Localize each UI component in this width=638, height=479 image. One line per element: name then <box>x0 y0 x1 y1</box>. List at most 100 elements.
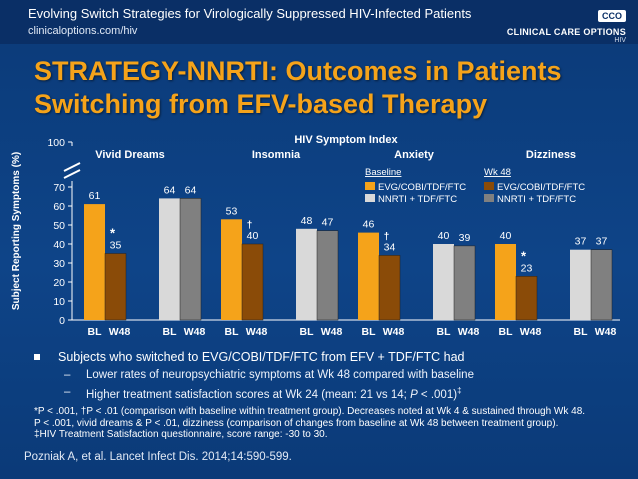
data-label: 37 <box>575 236 587 248</box>
data-label: 39 <box>459 232 471 244</box>
data-label: 40 <box>247 230 259 242</box>
header-title: Evolving Switch Strategies for Virologic… <box>28 6 472 21</box>
bar-evg-w48 <box>515 276 538 321</box>
legend-baseline-evg-swatch <box>365 182 375 190</box>
significance-marker: * <box>521 248 527 263</box>
significance-marker: † <box>384 231 390 242</box>
bar-nnrti-bl <box>296 228 317 320</box>
x-tick-label: W48 <box>595 326 617 338</box>
bar-evg-w48 <box>241 243 264 321</box>
x-tick-label: W48 <box>458 326 480 338</box>
data-label: 40 <box>438 230 450 242</box>
y-tick-label: 70 <box>53 182 65 194</box>
data-label: 47 <box>322 217 334 229</box>
bar-evg-w48 <box>378 255 401 321</box>
footnote-line3: ‡HIV Treatment Satisfaction questionnair… <box>34 429 328 440</box>
x-tick-label: BL <box>362 326 377 338</box>
data-label: 35 <box>110 240 122 252</box>
bar-nnrti-bl <box>570 249 591 320</box>
bar-nnrti-bl <box>433 244 454 320</box>
data-label: 23 <box>521 262 533 274</box>
data-label: 34 <box>384 241 396 253</box>
y-tick-label: 10 <box>53 296 65 308</box>
axis-break-mark <box>63 169 81 179</box>
data-label: 61 <box>89 190 101 202</box>
bar-evg-bl <box>495 244 516 320</box>
x-tick-label: BL <box>574 326 589 338</box>
legend-wk48-nnrti: NNRTI + TDF/FTC <box>497 194 576 205</box>
slide-title: STRATEGY-NNRTI: Outcomes in Patients Swi… <box>34 55 562 121</box>
bar-evg-bl <box>221 219 242 320</box>
x-tick-label: BL <box>88 326 103 338</box>
dash-icon: – <box>64 386 71 398</box>
bar-evg-bl <box>84 204 105 320</box>
bullet-main: Subjects who switched to EVG/COBI/TDF/FT… <box>30 350 630 364</box>
bar-evg-bl <box>358 232 379 320</box>
x-tick-label: BL <box>225 326 240 338</box>
header-bar: Evolving Switch Strategies for Virologic… <box>0 0 638 44</box>
footnote-line1: *P < .001, †P < .01 (comparison with bas… <box>34 406 586 417</box>
x-tick-label: BL <box>163 326 178 338</box>
x-tick-label: W48 <box>109 326 131 338</box>
x-tick-label: W48 <box>184 326 206 338</box>
slide-title-line2: Switching from EFV-based Therapy <box>34 89 488 119</box>
header-url[interactable]: clinicaloptions.com/hiv <box>28 25 138 37</box>
significance-marker: * <box>110 226 116 241</box>
group-label-dizziness: Dizziness <box>526 149 576 161</box>
bar-nnrti-w48 <box>179 198 202 321</box>
x-tick-label: BL <box>437 326 452 338</box>
bar-nnrti-w48 <box>590 249 613 321</box>
bullet-sub-2: – Higher treatment satisfaction scores at… <box>64 386 462 401</box>
bar-nnrti-bl <box>159 198 180 320</box>
bar-nnrti-w48 <box>453 245 476 321</box>
logo-sub: HIV <box>614 37 626 44</box>
chart-title: HIV Symptom Index <box>294 134 398 146</box>
x-tick-label: W48 <box>246 326 268 338</box>
logo-mark: CCO <box>598 10 626 22</box>
y-tick-label: 60 <box>53 201 65 213</box>
legend-heading-wk48: Wk 48 <box>484 167 511 178</box>
data-label: 64 <box>185 184 197 196</box>
group-label-anxiety: Anxiety <box>394 149 435 161</box>
data-label: 40 <box>500 230 512 242</box>
footnotes: *P < .001, †P < .01 (comparison with bas… <box>34 406 634 441</box>
y-tick-label: 100 <box>47 137 65 149</box>
bar-nnrti-w48 <box>316 230 339 321</box>
y-tick-label: 0 <box>59 315 65 327</box>
legend-baseline-nnrti-swatch <box>365 194 375 202</box>
data-label: 46 <box>363 219 375 231</box>
y-tick-label: 50 <box>53 220 65 232</box>
legend-wk48-evg: EVG/COBI/TDF/FTC <box>497 182 585 193</box>
x-tick-label: BL <box>300 326 315 338</box>
bar-evg-w48 <box>104 253 127 321</box>
legend-heading-baseline: Baseline <box>365 167 401 178</box>
y-tick-label: 30 <box>53 258 65 270</box>
data-label: 53 <box>226 205 238 217</box>
significance-marker: † <box>247 220 253 231</box>
group-label-insomnia: Insomnia <box>252 149 301 161</box>
bullet-square-icon <box>34 354 40 360</box>
citation: Pozniak A, et al. Lancet Infect Dis. 201… <box>24 451 292 463</box>
bullet-list: Subjects who switched to EVG/COBI/TDF/FT… <box>30 350 630 401</box>
y-tick-label: 40 <box>53 239 65 251</box>
logo-name: CLINICAL CARE OPTIONS <box>506 27 626 37</box>
x-tick-label: BL <box>499 326 514 338</box>
dash-icon: – <box>64 369 71 381</box>
y-axis-label: Subject Reporting Symptoms (%) <box>11 152 22 310</box>
y-tick-label: 20 <box>53 277 65 289</box>
data-label: 37 <box>596 236 608 248</box>
symptom-bar-chart: Subject Reporting Symptoms (%) 0 10 20 30 40 5… <box>11 134 620 338</box>
bullet-sub-1: – Lower rates of neuropsychiatric symptom… <box>64 369 474 381</box>
group-label-vivid-dreams: Vivid Dreams <box>95 149 165 161</box>
cco-logo: CCO CLINICAL CARE OPTIONS HIV <box>507 6 626 44</box>
data-label: 48 <box>301 215 313 227</box>
data-label: 64 <box>164 184 176 196</box>
x-tick-label: W48 <box>383 326 405 338</box>
axis-break-mark <box>63 162 81 172</box>
legend-wk48-evg-swatch <box>484 182 494 190</box>
legend-baseline-nnrti: NNRTI + TDF/FTC <box>378 194 457 205</box>
legend-baseline-evg: EVG/COBI/TDF/FTC <box>378 182 466 193</box>
slide-title-line1: STRATEGY-NNRTI: Outcomes in Patients <box>34 56 562 86</box>
legend-wk48-nnrti-swatch <box>484 194 494 202</box>
